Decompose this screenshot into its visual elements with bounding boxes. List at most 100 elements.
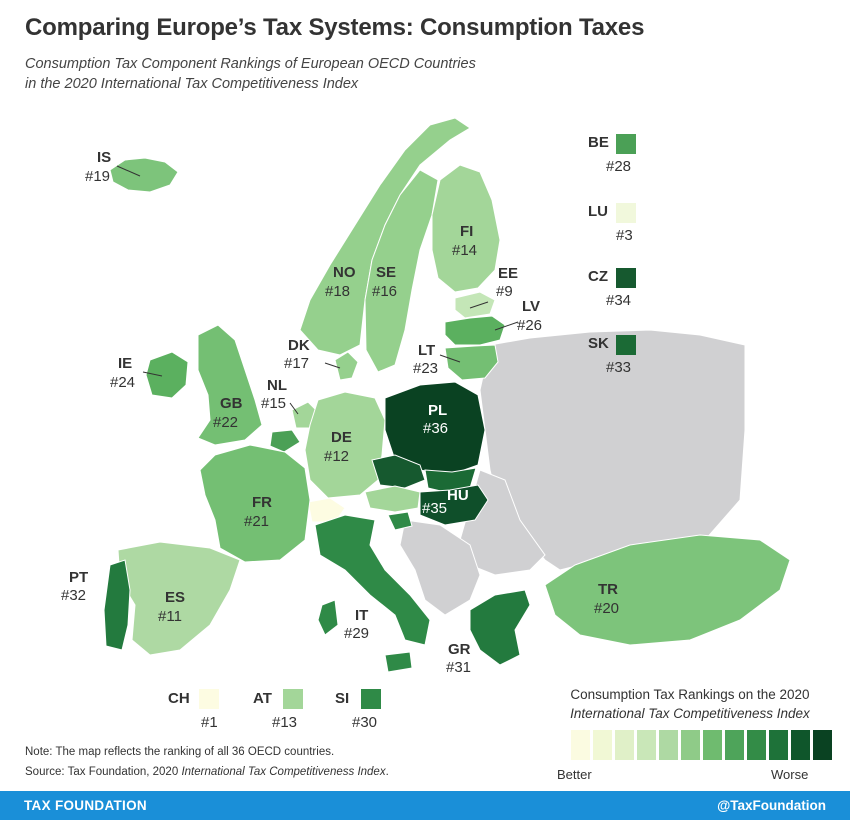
europe-map: IS #19 NO #18 SE #16 FI #14 EE #9 LV #26… [61, 117, 791, 676]
label-code-gr: GR [448, 641, 471, 658]
label-rank-es: #11 [158, 608, 182, 625]
country-shape-lt[interactable] [444, 344, 499, 381]
country-shape-fi[interactable] [431, 164, 501, 293]
label-code-pl: PL [428, 402, 447, 419]
label-code-es: ES [165, 589, 185, 606]
label-code-is: IS [97, 149, 111, 166]
label-rank-nl: #15 [261, 395, 286, 412]
label-code-no: NO [333, 264, 356, 281]
country-shape-be[interactable] [269, 429, 301, 453]
legend-swatch-8 [725, 730, 744, 760]
country-shape-tr[interactable] [544, 534, 791, 646]
legend-swatch-5 [659, 730, 678, 760]
label-rank-lt: #23 [413, 360, 438, 377]
legend-swatch-11 [791, 730, 810, 760]
country-shape-se[interactable] [364, 169, 439, 373]
key-rank-at: #13 [272, 714, 298, 731]
label-rank-no: #18 [325, 283, 350, 300]
label-rank-gb: #22 [213, 414, 238, 431]
label-rank-pl: #36 [423, 420, 448, 437]
label-rank-fi: #14 [452, 242, 477, 259]
key-swatch-sk [616, 335, 636, 355]
label-rank-it: #29 [344, 625, 369, 642]
country-shape-ie[interactable] [145, 351, 189, 399]
key-swatch-cz [616, 268, 636, 288]
country-shape-gr[interactable] [469, 589, 531, 666]
legend-swatch-12 [813, 730, 832, 760]
country-shape-it-sicily[interactable] [384, 651, 413, 673]
non-oecd-region [399, 329, 746, 616]
label-code-se: SE [376, 264, 396, 281]
label-rank-fr: #21 [244, 513, 269, 530]
country-shape-pl[interactable] [384, 381, 486, 476]
legend-high-label: Worse [771, 767, 809, 782]
key-swatch-ch [199, 689, 219, 709]
label-code-hu: HU [447, 487, 469, 504]
key-rank-sk: #33 [606, 359, 632, 376]
country-shape-lv[interactable] [444, 315, 506, 346]
country-shape-de[interactable] [304, 391, 386, 499]
label-code-fr: FR [252, 494, 272, 511]
key-swatch-at [283, 689, 303, 709]
legend-swatch-2 [593, 730, 612, 760]
legend-title: Consumption Tax Rankings on the 2020 Int… [540, 685, 840, 723]
source-text: Source: Tax Foundation, 2020 Internation… [25, 766, 389, 778]
subtitle-line-1: Consumption Tax Component Rankings of Eu… [25, 56, 476, 72]
note-text: Note: The map reflects the ranking of al… [25, 746, 335, 758]
label-leaders [116, 165, 519, 415]
country-shape-no[interactable] [299, 117, 471, 356]
label-rank-lv: #26 [517, 317, 542, 334]
label-code-pt: PT [69, 569, 88, 586]
legend-swatch-9 [747, 730, 766, 760]
label-rank-hu: #35 [422, 500, 447, 517]
label-rank-se: #16 [372, 283, 397, 300]
footer-brand[interactable]: TAX FOUNDATION [24, 798, 147, 813]
country-shape-cz[interactable] [371, 454, 426, 489]
label-code-ee: EE [498, 265, 518, 282]
label-code-gb: GB [220, 395, 243, 412]
label-code-lv: LV [522, 298, 540, 315]
footer-handle[interactable]: @TaxFoundation [717, 798, 826, 813]
label-code-dk: DK [288, 337, 310, 354]
country-shapes [103, 117, 791, 673]
subtitle-line-2: in the 2020 International Tax Competitiv… [25, 76, 359, 92]
key-code-sk: SK [588, 335, 609, 352]
country-shape-it[interactable] [314, 514, 431, 646]
country-shape-is[interactable] [109, 157, 179, 193]
legend-swatch-6 [681, 730, 700, 760]
country-shape-es[interactable] [117, 541, 241, 656]
country-shape-it-sardinia[interactable] [317, 599, 339, 636]
country-shape-fr[interactable] [199, 444, 311, 563]
country-shape-gb[interactable] [197, 324, 263, 446]
legend-swatch-7 [703, 730, 722, 760]
key-rank-lu: #3 [616, 227, 633, 244]
country-shape-hu[interactable] [419, 484, 489, 526]
key-code-be: BE [588, 134, 609, 151]
key-code-at: AT [253, 690, 272, 707]
notes: Note: The map reflects the ranking of al… [25, 742, 389, 782]
legend-swatch-1 [571, 730, 590, 760]
legend-color-scale [571, 730, 832, 760]
legend-swatch-10 [769, 730, 788, 760]
label-rank-tr: #20 [594, 600, 619, 617]
key-rank-be: #28 [606, 158, 632, 175]
country-shape-at[interactable] [364, 485, 421, 513]
country-shape-ch[interactable] [307, 497, 346, 523]
label-rank-pt: #32 [61, 587, 86, 604]
label-code-de: DE [331, 429, 352, 446]
chart-subtitle: Consumption Tax Component Rankings of Eu… [25, 54, 625, 94]
label-rank-dk: #17 [284, 355, 309, 372]
label-rank-is: #19 [85, 168, 110, 185]
legend-swatch-3 [615, 730, 634, 760]
key-rank-ch: #1 [201, 714, 218, 731]
footer-bar: TAX FOUNDATION @TaxFoundation [0, 791, 850, 820]
label-code-lt: LT [418, 342, 435, 359]
country-shape-pt[interactable] [103, 559, 131, 651]
label-code-ie: IE [118, 355, 132, 372]
key-rank-si: #30 [352, 714, 378, 731]
country-shape-dk[interactable] [334, 351, 359, 381]
key-swatch-si [361, 689, 381, 709]
country-shape-ee[interactable] [454, 291, 496, 319]
country-shape-si[interactable] [387, 511, 413, 531]
key-code-si: SI [335, 690, 350, 707]
